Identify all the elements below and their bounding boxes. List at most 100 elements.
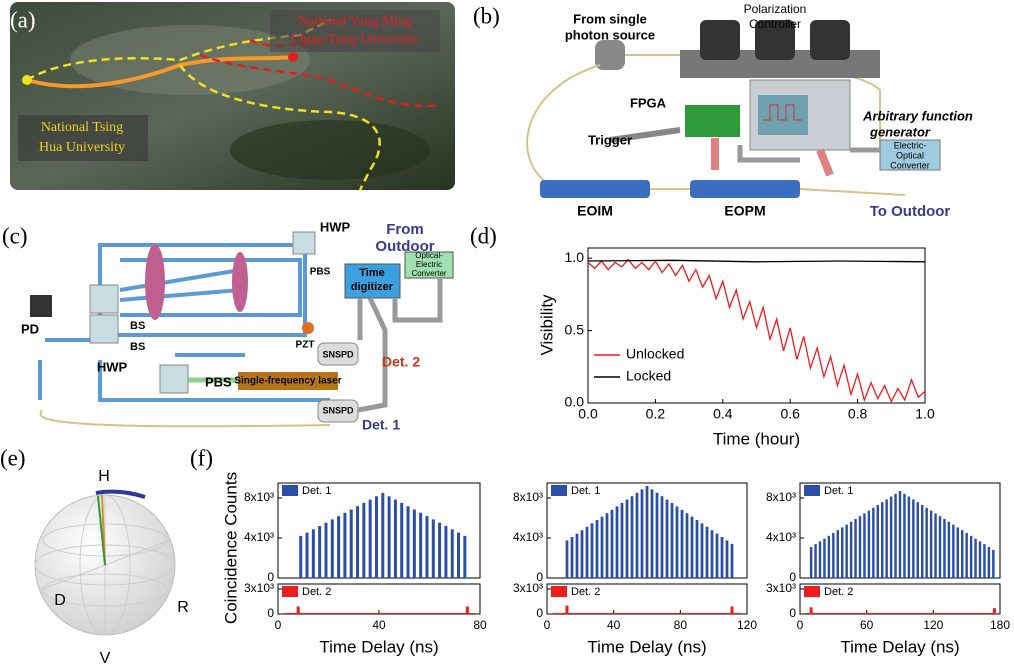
bar	[988, 547, 990, 578]
y-tick-label: 4x10³	[513, 530, 543, 544]
bar	[965, 533, 967, 578]
bar	[845, 525, 847, 578]
bar	[369, 500, 372, 578]
bar	[661, 496, 664, 578]
bar	[676, 506, 679, 578]
bar	[566, 540, 569, 578]
bar	[566, 606, 569, 614]
legend-swatch	[551, 586, 567, 597]
bar	[425, 516, 428, 578]
bar	[636, 493, 639, 578]
bar	[850, 522, 852, 578]
bar	[921, 505, 923, 578]
bar	[356, 506, 359, 578]
bar	[706, 527, 709, 578]
bar	[974, 539, 976, 578]
x-tick-label: 80	[473, 618, 487, 632]
bar	[375, 496, 378, 578]
map-area	[230, 120, 430, 180]
bar	[681, 510, 684, 578]
bar	[943, 519, 945, 578]
beam-splitter	[90, 315, 118, 343]
y-axis-label: Visibility	[537, 294, 556, 356]
x-tick-label: 60	[860, 618, 874, 632]
label: BS	[130, 341, 145, 353]
bar	[979, 541, 981, 578]
bar	[701, 523, 704, 578]
bar	[983, 544, 985, 578]
map-panel: National Yang Ming Chiao Tung University…	[10, 2, 455, 190]
bar	[885, 499, 887, 578]
axis-label: V	[100, 650, 111, 667]
bar	[863, 513, 865, 578]
bar	[899, 491, 901, 578]
bar	[581, 530, 584, 578]
bar	[601, 517, 604, 578]
panel-label: (d)	[470, 223, 497, 248]
bar	[576, 534, 579, 578]
bar	[407, 506, 410, 578]
setup-b: (b) From single photon source Polarizati…	[473, 2, 973, 220]
bar	[631, 496, 634, 578]
bar	[656, 493, 659, 578]
bar	[297, 607, 300, 615]
x-tick-label: 0	[544, 618, 551, 632]
bar	[970, 536, 972, 578]
fpga-board	[685, 105, 740, 137]
map-label: Chiao Tung University	[291, 32, 419, 47]
bar	[917, 502, 919, 578]
bar	[721, 537, 724, 578]
bar	[444, 526, 447, 578]
y-tick-label: 8x10³	[513, 490, 543, 504]
paddle	[700, 20, 740, 60]
bar	[890, 497, 892, 578]
bar	[318, 526, 321, 578]
y-tick-label: 4x10³	[244, 530, 274, 544]
bar	[903, 494, 905, 578]
x-tick-label: 120	[737, 618, 757, 632]
label: PZT	[296, 340, 315, 351]
bar	[731, 544, 734, 578]
label: Arbitrary function	[862, 108, 973, 123]
bar	[868, 511, 870, 578]
axis-label: D	[54, 592, 66, 609]
bar	[362, 503, 365, 578]
y-tick-label: 4x10³	[766, 530, 796, 544]
label: digitizer	[351, 281, 394, 293]
label: PD	[21, 321, 39, 336]
bar	[626, 500, 629, 578]
x-axis-label: Time Delay (ns)	[319, 637, 438, 656]
bar	[810, 547, 812, 578]
bar	[438, 523, 441, 578]
legend-label: Det. 1	[571, 485, 600, 497]
label: From	[386, 221, 424, 238]
bar	[854, 519, 856, 578]
bar	[934, 513, 936, 578]
bar	[828, 536, 830, 578]
bar	[992, 550, 994, 578]
label: photon source	[565, 27, 655, 42]
legend-label: Unlocked	[626, 346, 684, 362]
label: Converter	[890, 160, 930, 170]
bar	[691, 517, 694, 578]
bar	[343, 513, 346, 578]
y-tick-label: 0	[267, 606, 274, 620]
x-tick-label: 0.2	[646, 406, 666, 422]
site-marker	[288, 52, 298, 62]
bar	[696, 520, 699, 578]
legend-label: Det. 1	[302, 485, 331, 497]
axis-label: R	[177, 599, 189, 616]
beam-splitter	[160, 365, 188, 393]
series-line	[588, 260, 925, 262]
label: SNSPD	[322, 405, 354, 415]
bar	[948, 522, 950, 578]
bar	[912, 499, 914, 578]
legend-swatch	[282, 586, 298, 597]
bar	[726, 540, 729, 578]
paddle	[810, 20, 850, 60]
bar	[463, 536, 466, 578]
bar	[957, 527, 959, 578]
bar	[457, 533, 460, 578]
legend-swatch	[804, 586, 820, 597]
bar	[324, 523, 327, 578]
